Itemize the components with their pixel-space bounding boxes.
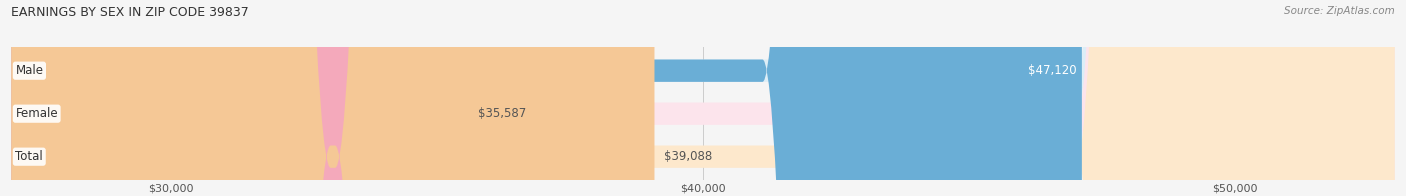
Text: Source: ZipAtlas.com: Source: ZipAtlas.com	[1284, 6, 1395, 16]
Text: Male: Male	[15, 64, 44, 77]
FancyBboxPatch shape	[11, 0, 1395, 196]
Text: $47,120: $47,120	[1028, 64, 1077, 77]
Text: Female: Female	[15, 107, 58, 120]
Text: EARNINGS BY SEX IN ZIP CODE 39837: EARNINGS BY SEX IN ZIP CODE 39837	[11, 6, 249, 19]
FancyBboxPatch shape	[11, 0, 1395, 196]
FancyBboxPatch shape	[11, 0, 1395, 196]
FancyBboxPatch shape	[11, 0, 1081, 196]
Text: $39,088: $39,088	[664, 150, 713, 163]
FancyBboxPatch shape	[11, 0, 654, 196]
Text: $35,587: $35,587	[478, 107, 526, 120]
Text: Total: Total	[15, 150, 44, 163]
FancyBboxPatch shape	[11, 0, 468, 196]
